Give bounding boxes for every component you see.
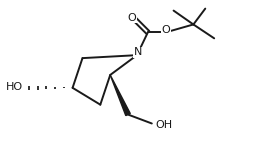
Text: O: O	[128, 13, 136, 23]
Text: HO: HO	[6, 82, 23, 92]
Text: N: N	[134, 47, 142, 57]
Text: O: O	[161, 25, 170, 35]
Text: OH: OH	[155, 120, 172, 130]
Polygon shape	[110, 75, 130, 116]
